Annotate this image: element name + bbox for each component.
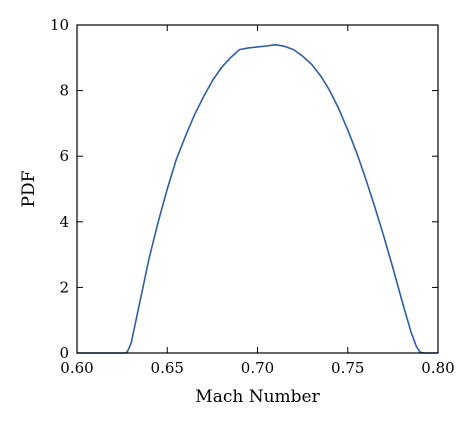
y-tick-label: 6 [59, 147, 69, 165]
x-tick-label: 0.70 [241, 359, 274, 377]
tick-labels: 0.60 0.65 0.70 0.75 0.80 0 2 4 6 8 10 [50, 16, 455, 377]
y-tick-label: 0 [59, 344, 69, 362]
y-tick-label: 2 [59, 278, 69, 296]
y-tick-label: 4 [59, 213, 69, 231]
y-tick-label: 10 [50, 16, 69, 34]
plot-area [77, 43, 438, 354]
y-axis-label: PDF [19, 170, 39, 207]
y-tick-label: 8 [59, 82, 69, 100]
axes-frame [76, 24, 439, 354]
series-line-0 [77, 43, 438, 354]
x-tick-label: 0.80 [421, 359, 454, 377]
x-axis-label: Mach Number [195, 387, 320, 407]
x-tick-label: 0.60 [60, 359, 93, 377]
x-tick-label: 0.65 [151, 359, 184, 377]
x-tick-label: 0.75 [331, 359, 364, 377]
